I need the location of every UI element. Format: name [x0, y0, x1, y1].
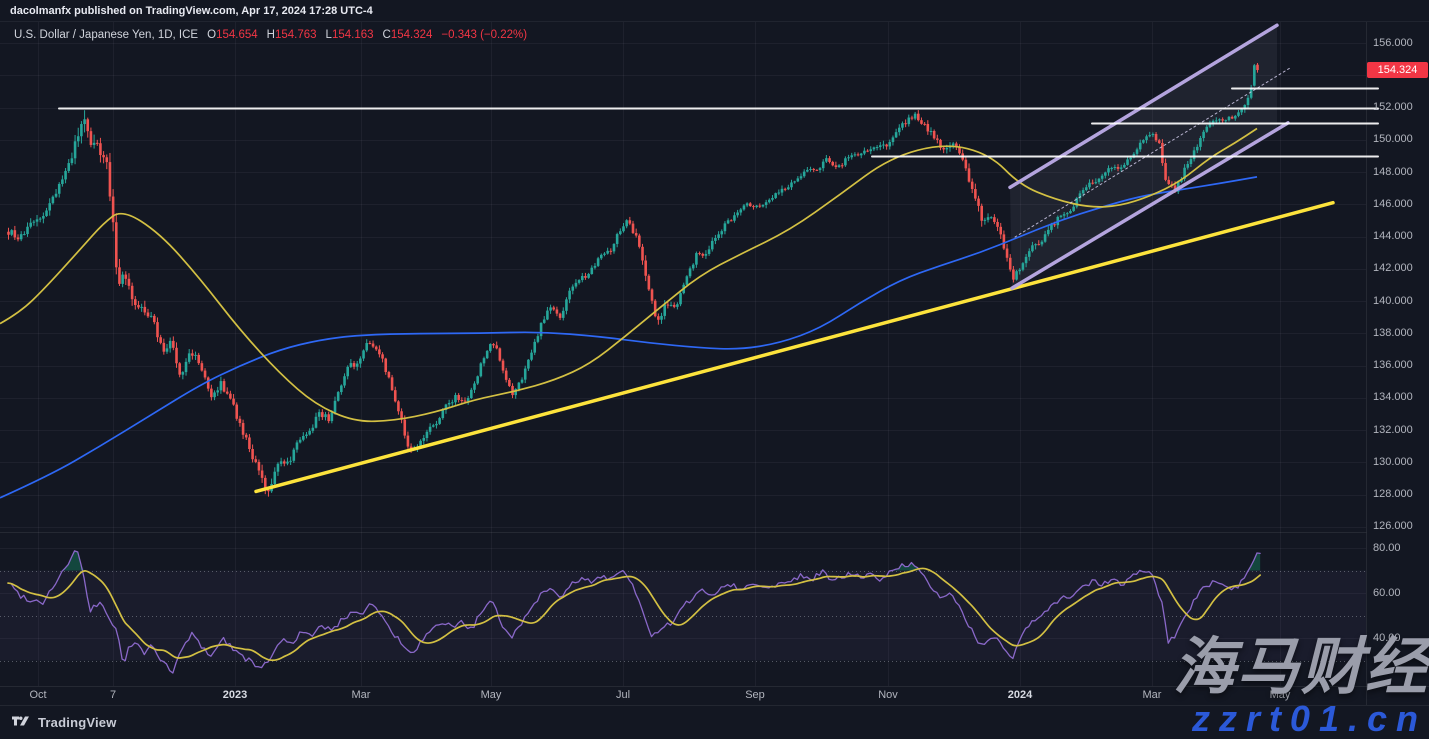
- tradingview-brand-text[interactable]: TradingView: [38, 715, 117, 730]
- time-axis-label: 7: [109, 689, 117, 701]
- time-axis-label: Mar: [351, 689, 371, 701]
- symbol-legend: U.S. Dollar / Japanese Yen, 1D, ICE O154…: [14, 29, 527, 41]
- last-price-badge: 154.324: [1367, 62, 1428, 79]
- tradingview-logo-icon[interactable]: [12, 715, 30, 730]
- time-axis-label: Oct: [29, 689, 47, 701]
- time-axis-label: 2023: [222, 689, 248, 701]
- price-axis-label: 134.000: [1373, 391, 1413, 404]
- low-value: L154.163: [325, 29, 374, 41]
- price-axis-label: 128.000: [1373, 488, 1413, 501]
- price-axis-label: 146.000: [1373, 197, 1413, 210]
- time-axis-label: Nov: [878, 689, 898, 701]
- time-axis-label: 2024: [1007, 689, 1033, 701]
- price-axis-label: 156.000: [1373, 36, 1413, 49]
- open-value: O154.654: [207, 29, 258, 41]
- rsi-axis-label: 60.00: [1373, 586, 1401, 599]
- time-axis-label: May: [480, 689, 502, 701]
- price-axis-label: 138.000: [1373, 326, 1413, 339]
- price-axis-label: 132.000: [1373, 423, 1413, 436]
- time-axis-label: Mar: [1142, 689, 1162, 701]
- price-axis-label: 150.000: [1373, 133, 1413, 146]
- price-axis-label: 144.000: [1373, 230, 1413, 243]
- high-value: H154.763: [266, 29, 317, 41]
- price-axis-label: 136.000: [1373, 359, 1413, 372]
- symbol-title[interactable]: U.S. Dollar / Japanese Yen, 1D, ICE: [14, 29, 199, 41]
- footer-bar: TradingView: [0, 705, 1429, 739]
- price-axis-label: 130.000: [1373, 455, 1413, 468]
- price-axis-label: 152.000: [1373, 101, 1413, 114]
- price-axis-label: 142.000: [1373, 262, 1413, 275]
- rsi-axis-label: 80.00: [1373, 541, 1401, 554]
- chart-canvas[interactable]: [0, 22, 1429, 705]
- time-axis-label: May: [1269, 689, 1291, 701]
- price-axis-label: 126.000: [1373, 520, 1413, 533]
- close-value: C154.324: [382, 29, 433, 41]
- price-axis-label: 148.000: [1373, 165, 1413, 178]
- time-axis-label: Sep: [745, 689, 765, 701]
- price-axis-label: 140.000: [1373, 294, 1413, 307]
- watermark-site-url: zzrt01.cn: [1191, 698, 1427, 739]
- rsi-axis-label: 40.00: [1373, 631, 1401, 644]
- publish-bar: dacolmanfx published on TradingView.com,…: [0, 0, 1429, 22]
- time-axis-label: Jul: [615, 689, 631, 701]
- change-value: −0.343 (−0.22%): [441, 29, 528, 41]
- watermark-site-name: 海马财经: [1172, 633, 1429, 702]
